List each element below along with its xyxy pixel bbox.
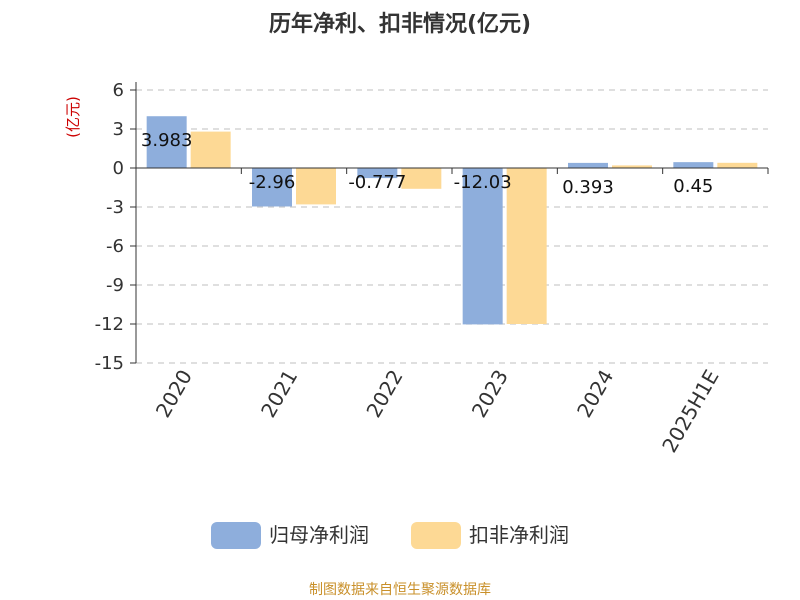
bar-parent-net-profit — [146, 116, 187, 168]
legend-label: 归母净利润 — [269, 523, 369, 547]
data-label: 0.393 — [562, 177, 614, 198]
data-label: -0.777 — [348, 172, 406, 193]
x-tick-label: 2020 — [151, 366, 197, 422]
y-tick-label: 0 — [113, 158, 124, 179]
data-labels: 3.983 -2.96 -0.777 -12.03 0.393 0.45 — [141, 130, 713, 198]
legend-label: 扣非净利润 — [469, 523, 569, 547]
x-tick-label: 2024 — [572, 366, 618, 422]
x-tick-label: 2022 — [361, 366, 407, 422]
y-tick-label: -6 — [106, 236, 124, 257]
y-tick-label: -9 — [106, 275, 124, 296]
bar-parent-net-profit — [252, 168, 292, 207]
y-tick-label: 3 — [113, 119, 124, 140]
bar-deducted-net-profit — [717, 162, 758, 168]
bar-deducted-net-profit — [401, 168, 442, 189]
chart-title: 历年净利、扣非情况(亿元) — [269, 11, 531, 37]
gridlines — [136, 89, 768, 364]
data-label: -12.03 — [454, 172, 512, 193]
bar-deducted-net-profit — [612, 165, 652, 168]
data-label: -2.96 — [249, 172, 296, 193]
bar-parent-net-profit — [673, 162, 714, 168]
bar-parent-net-profit — [462, 168, 503, 325]
bar-deducted-net-profit — [296, 168, 336, 205]
y-tick-label: -15 — [95, 353, 124, 374]
y-tick-label: -12 — [95, 314, 124, 335]
bar-parent-net-profit — [568, 162, 608, 168]
x-tick-label: 2025H1E — [657, 366, 723, 457]
data-label: 0.45 — [673, 176, 713, 197]
x-tick-label: 2023 — [467, 366, 513, 422]
bar-deducted-net-profit — [506, 168, 547, 324]
bar-parent-net-profit — [357, 168, 398, 179]
y-tick-label: -3 — [106, 197, 124, 218]
data-label: 3.983 — [141, 130, 193, 151]
bars — [146, 116, 758, 325]
legend-swatch — [411, 522, 461, 549]
legend: 归母净利润 扣非净利润 — [211, 522, 569, 549]
legend-swatch — [211, 522, 261, 549]
bar-deducted-net-profit — [190, 131, 231, 168]
x-tick-label: 2021 — [256, 366, 302, 422]
data-source-note: 制图数据来自恒生聚源数据库 — [309, 582, 491, 598]
y-tick-label: 6 — [113, 80, 124, 101]
y-axis-unit-label: (亿元) — [64, 96, 82, 138]
